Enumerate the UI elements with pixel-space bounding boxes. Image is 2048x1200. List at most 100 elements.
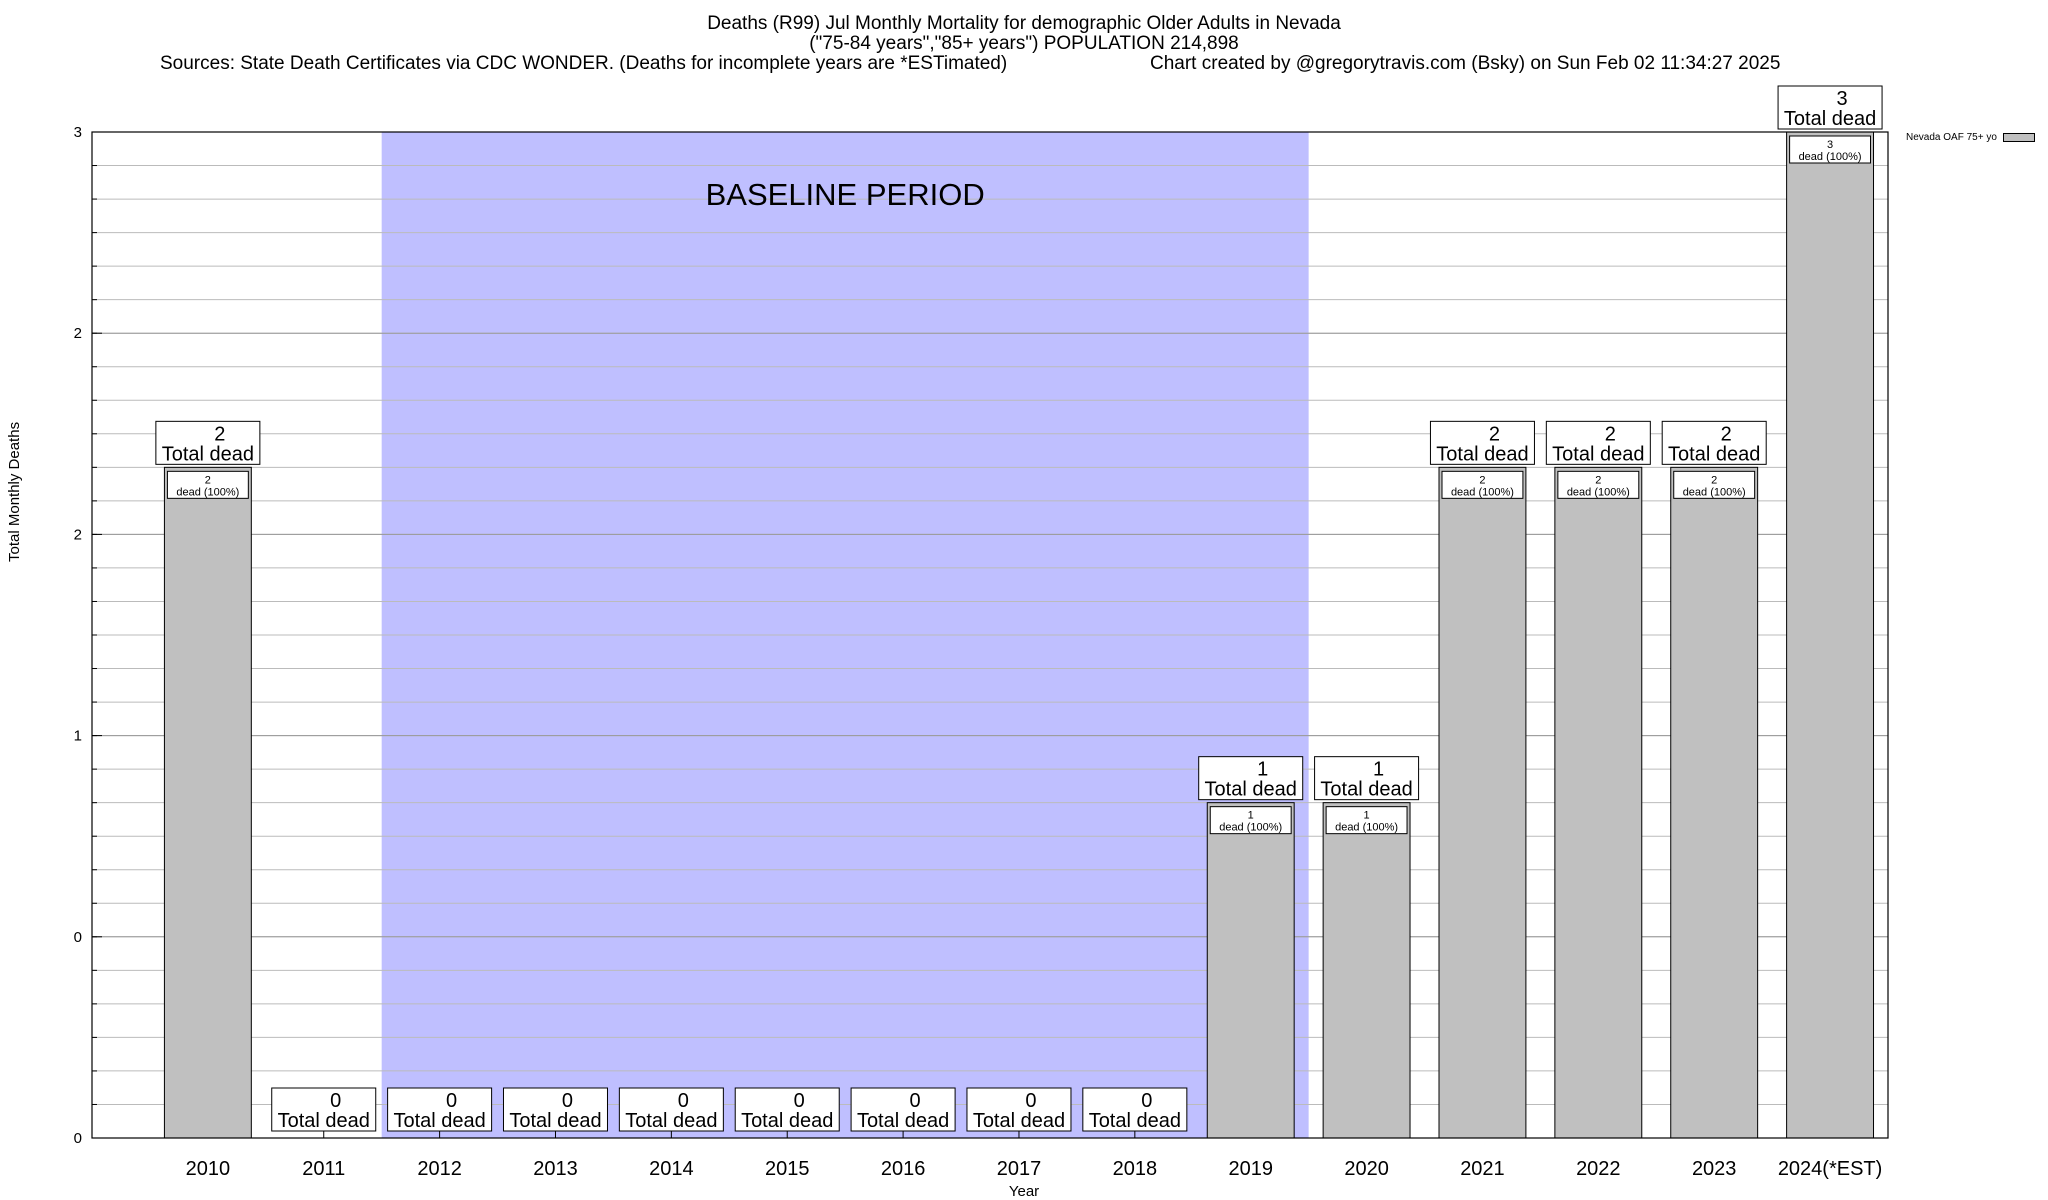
x-tick-label: 2014 [649, 1158, 694, 1180]
bar [1786, 131, 1875, 1139]
bar-total-label: Total dead [1668, 443, 1760, 465]
x-tick-label: 2019 [1228, 1158, 1273, 1180]
bar-total-value: 0 [1025, 1090, 1036, 1112]
x-axis-label: Year [1008, 1183, 1040, 1200]
bar-inner-value: 1 [1364, 810, 1370, 822]
bar-total-value: 2 [214, 423, 225, 445]
bar-total-label: Total dead [741, 1110, 833, 1132]
x-tick-label: 2016 [881, 1158, 926, 1180]
bar-total-label-box [502, 1087, 608, 1132]
bar-total-label-box [1777, 85, 1883, 130]
x-tick-label: 2018 [1113, 1158, 1158, 1180]
x-tick-label: 2023 [1692, 1158, 1737, 1180]
bar-total-label-box [1082, 1087, 1188, 1132]
bar-total-label: Total dead [1205, 779, 1297, 801]
bar-total-value: 1 [1373, 759, 1384, 781]
chart-title: Deaths (R99) Jul Monthly Mortality for d… [707, 13, 1341, 34]
x-tick-label: 2020 [1344, 1158, 1389, 1180]
bar-total-label-box [618, 1087, 724, 1132]
x-tick-label: 2010 [186, 1158, 231, 1180]
bar-total-value: 0 [330, 1090, 341, 1112]
bar-total-label-box [155, 420, 261, 465]
bar-inner-value: 3 [1827, 139, 1833, 151]
bar-inner-label: dead (100%) [1567, 486, 1630, 498]
bar [163, 466, 252, 1139]
legend-label: Nevada OAF 75+ yo [1906, 132, 1997, 143]
y-axis-label: Total Monthly Deaths [6, 421, 23, 562]
bar-total-value: 2 [1489, 423, 1500, 445]
x-tick-label: 2011 [302, 1158, 345, 1180]
bar-inner-value: 2 [1479, 474, 1485, 486]
bar-total-label-box [850, 1087, 956, 1132]
x-tick-label: 2021 [1460, 1158, 1505, 1180]
bar-total-value: 2 [1721, 423, 1732, 445]
bar-total-label-box [387, 1087, 493, 1132]
bar-total-label: Total dead [1552, 443, 1644, 465]
x-tick-label: 2022 [1576, 1158, 1621, 1180]
y-tick-label: 0 [74, 929, 82, 946]
bar-total-value: 0 [794, 1090, 805, 1112]
bar-total-label: Total dead [625, 1110, 717, 1132]
bar-inner-label-box [1557, 470, 1640, 499]
y-tick-label: 2 [74, 526, 82, 543]
bar-total-label: Total dead [509, 1110, 601, 1132]
chart-credit: Chart created by @gregorytravis.com (Bsk… [1150, 53, 1781, 74]
bar-inner-label-box [1209, 806, 1292, 835]
bar-total-label: Total dead [973, 1110, 1065, 1132]
y-tick-label: 3 [74, 124, 82, 141]
bar-total-label-box [1198, 756, 1304, 801]
bar-inner-label: dead (100%) [1219, 822, 1282, 834]
chart-subtitle: ("75-84 years","85+ years") POPULATION 2… [809, 33, 1239, 54]
bar-total-value: 0 [910, 1090, 921, 1112]
chart-sources: Sources: State Death Certificates via CD… [160, 53, 1008, 74]
bar-inner-value: 2 [205, 474, 211, 486]
bar-total-label-box [966, 1087, 1072, 1132]
bar-total-label: Total dead [278, 1110, 370, 1132]
y-tick-label: 1 [74, 728, 82, 745]
bar-inner-value: 2 [1711, 474, 1717, 486]
legend-swatch [2002, 133, 2035, 142]
bar-total-label: Total dead [162, 443, 254, 465]
baseline-period-label: BASELINE PERIOD [706, 177, 985, 212]
bar-total-label-box [271, 1087, 377, 1132]
bar-inner-label: dead (100%) [1451, 486, 1514, 498]
bar-total-value: 0 [678, 1090, 689, 1112]
bar-inner-label-box [1673, 470, 1756, 499]
bar-inner-label-box [1789, 135, 1872, 164]
bar-total-label: Total dead [1784, 108, 1876, 130]
bar-inner-value: 1 [1248, 810, 1254, 822]
bar-total-label: Total dead [1089, 1110, 1181, 1132]
bar [1438, 466, 1527, 1139]
bar-total-label-box [1661, 420, 1767, 465]
bar-inner-label-box [166, 470, 249, 499]
x-tick-label: 2015 [765, 1158, 810, 1180]
x-tick-label: 2017 [997, 1158, 1042, 1180]
bar-total-value: 0 [446, 1090, 457, 1112]
bar-inner-label: dead (100%) [1335, 822, 1398, 834]
plot-frame [91, 131, 1889, 1139]
y-tick-label: 2 [74, 325, 82, 342]
bar-total-label-box [1545, 420, 1651, 465]
bar-total-label: Total dead [1320, 779, 1412, 801]
bar-total-label: Total dead [393, 1110, 485, 1132]
x-tick-label: 2013 [533, 1158, 578, 1180]
bar-inner-label-box [1325, 806, 1408, 835]
bar-total-value: 1 [1257, 759, 1268, 781]
bar-total-value: 3 [1837, 88, 1848, 110]
bar-total-label: Total dead [857, 1110, 949, 1132]
bar [1670, 466, 1759, 1139]
x-tick-label: 2024(*EST) [1778, 1158, 1883, 1180]
bar-total-value: 2 [1605, 423, 1616, 445]
bar-total-label-box [734, 1087, 840, 1132]
legend: Nevada OAF 75+ yo [1906, 132, 2035, 143]
bar-inner-label: dead (100%) [176, 486, 239, 498]
bar [1206, 802, 1295, 1139]
x-tick-label: 2012 [417, 1158, 462, 1180]
bar [1554, 466, 1643, 1139]
bar-total-label-box [1314, 756, 1420, 801]
bar-total-label: Total dead [1436, 443, 1528, 465]
bar-total-value: 0 [1141, 1090, 1152, 1112]
bar-inner-label: dead (100%) [1799, 151, 1862, 163]
bar-total-value: 0 [562, 1090, 573, 1112]
